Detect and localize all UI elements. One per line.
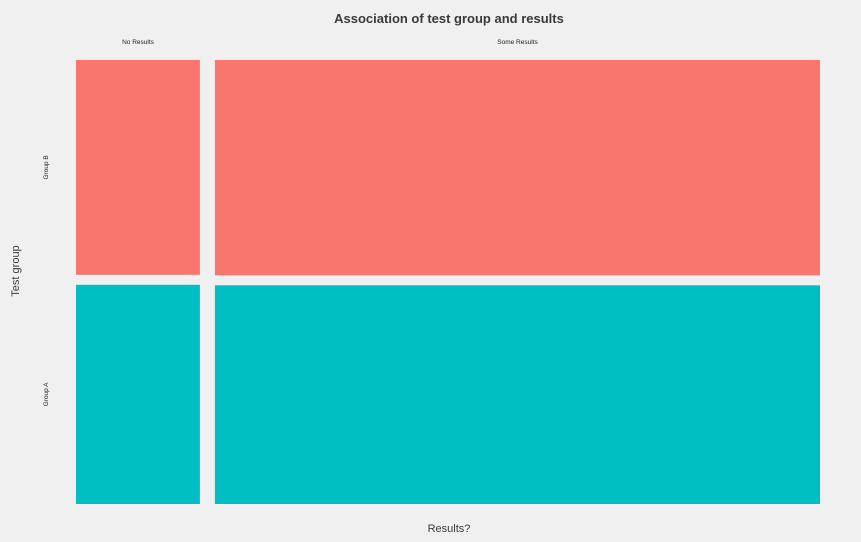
cell-no-results-group-a [76, 284, 200, 504]
cell-some-results-group-b [214, 60, 820, 276]
y-axis-title: Test group [10, 245, 22, 296]
x-axis-title: Results? [428, 523, 471, 535]
cell-no-results-group-b [76, 60, 200, 275]
cell-some-results-group-a [214, 285, 820, 504]
x-tick-labels: No Results Some Results [122, 39, 538, 46]
y-tick-group-b: Group B [43, 155, 50, 179]
x-tick-some-results: Some Results [497, 39, 538, 46]
mosaic-cells [76, 60, 820, 504]
y-tick-group-a: Group A [43, 382, 50, 407]
chart-title: Association of test group and results [334, 11, 564, 26]
x-tick-no-results: No Results [122, 39, 155, 46]
y-tick-labels: Group B Group A [43, 155, 50, 406]
